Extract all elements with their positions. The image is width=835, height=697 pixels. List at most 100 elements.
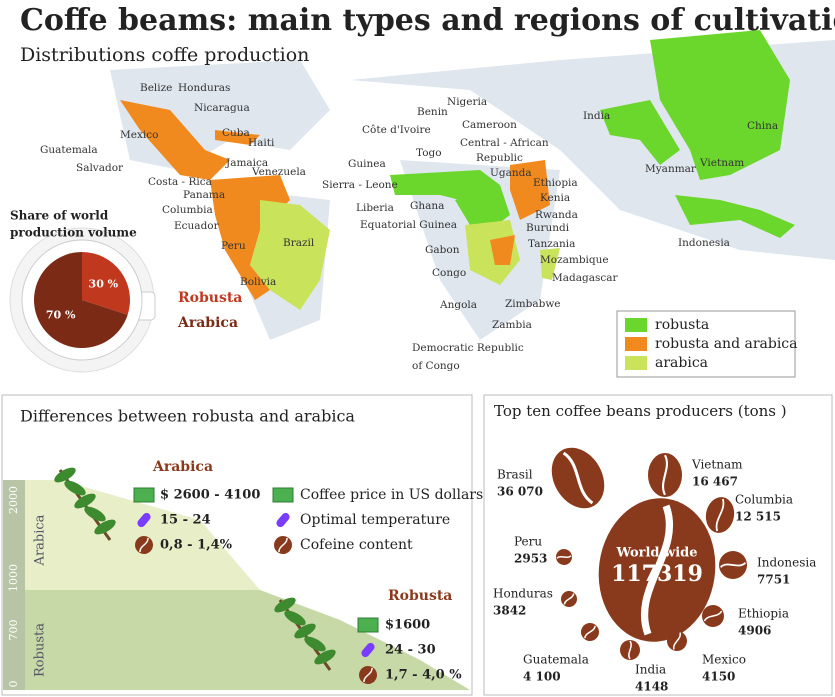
producer-name: Ethiopia [738, 607, 789, 621]
bean-groove [662, 454, 668, 496]
zone-label: Robusta [33, 623, 48, 677]
map-label: Nigeria [447, 96, 487, 108]
thermometer-icon [137, 512, 151, 528]
bean-icon [667, 631, 687, 651]
map-label: Democratic Republic [412, 342, 524, 354]
map-label: Nicaragua [194, 102, 250, 114]
bean-groove [715, 498, 725, 532]
robusta-title: Robusta [388, 588, 452, 604]
producer-name: Vietnam [691, 458, 743, 472]
pie: 30 % Robusta 70 % Arabica [34, 252, 242, 348]
map-label: Sierra - Leone [322, 179, 398, 191]
plant-leaf [64, 480, 86, 496]
money-icon [357, 617, 379, 633]
bean-icon [620, 640, 640, 660]
arabica-temperature: 15 - 24 [160, 513, 211, 528]
bean-icon [648, 453, 682, 497]
bean-icon [551, 447, 605, 509]
bean-groove [640, 504, 674, 636]
altitude-label: 1000 [7, 564, 20, 592]
map-regions [120, 30, 795, 310]
map-label: Peru [221, 240, 246, 252]
robusta-caffeine: 1,7 - 4,0 % [385, 668, 462, 683]
bean-groove [703, 610, 723, 622]
pie-legend-label: Arabica [177, 315, 238, 331]
plant-leaf [274, 597, 296, 613]
map-label: Bolivia [240, 276, 276, 288]
map-label: Cameroon [462, 119, 517, 131]
map-label: Indonesia [678, 237, 730, 249]
map-label: Jamaica [225, 157, 268, 169]
map-label: Equatorial Guinea [360, 219, 457, 231]
bean-icon [274, 536, 292, 554]
map-label: Uganda [490, 167, 532, 179]
bean-icon [719, 551, 747, 579]
bean-groove [673, 632, 681, 650]
map-label: of Congo [412, 360, 460, 372]
producer-value: 4150 [702, 670, 735, 684]
map-label: China [747, 120, 778, 132]
plant-leaf [294, 623, 316, 639]
map-label: Angola [439, 299, 477, 311]
producer-name: India [635, 663, 666, 677]
map-label: Côte d'Ivoire [362, 124, 431, 136]
robusta-price: $1600 [385, 618, 430, 633]
bean-icon [702, 605, 724, 627]
bean-icon [556, 549, 572, 565]
bean-groove [562, 451, 594, 505]
bean-groove [563, 593, 575, 605]
legend-label: robusta and arabica [655, 336, 798, 352]
altitude-robusta [3, 590, 470, 690]
map-label: Guatemala [40, 144, 98, 156]
producer-value: 12 515 [735, 510, 781, 524]
map-label: Congo [432, 267, 466, 279]
money-icon [133, 487, 155, 503]
map-label: Burundi [526, 222, 570, 234]
money-icon [272, 487, 294, 503]
map-label: Ecuador [174, 220, 220, 232]
map-label: Gabon [425, 244, 460, 256]
bean-icon [359, 666, 377, 684]
bean-groove [628, 640, 632, 660]
map-label: Mexico [120, 129, 158, 141]
producers-title: Top ten coffee beans producers (tons ) [494, 402, 787, 420]
differences-legend: Optimal temperature [300, 512, 450, 528]
map-label: Liberia [356, 202, 394, 214]
bean-icon [705, 497, 735, 533]
legend-swatch [625, 318, 647, 332]
map-label: Vietnam [699, 157, 744, 169]
plant-leaf [54, 467, 76, 483]
map-label: Honduras [178, 82, 230, 94]
producer-name: Columbia [735, 493, 793, 507]
producer-name: Brasil [497, 468, 533, 482]
plant-leaf [284, 610, 306, 626]
bean-icon [581, 623, 599, 641]
pie-slice [82, 252, 130, 315]
pie-title: Share of world [10, 209, 109, 223]
thermometer-icon [361, 642, 375, 658]
world-wide-label: World wide [615, 546, 697, 561]
map-label: Venezuela [251, 166, 306, 178]
producer-value: 3842 [493, 604, 526, 618]
bean-icon [561, 591, 577, 607]
map-label: Panama [183, 189, 225, 201]
map-label: Kenia [540, 192, 570, 204]
differences-legend: Coffee price in US dollars [300, 487, 483, 503]
producer-name: Guatemala [523, 653, 589, 667]
map-label: Zambia [492, 319, 532, 331]
map-label: Madagascar [552, 272, 619, 284]
map-label: Guinea [348, 158, 386, 170]
altitude-label: 2000 [7, 486, 20, 514]
map-label: Costa - Rica [148, 176, 212, 188]
map-label: Ethiopia [533, 177, 578, 189]
map-label: Haiti [248, 137, 275, 149]
bean-icon [598, 498, 716, 642]
pie-legend-label: Robusta [178, 290, 242, 306]
map-label: Myanmar [645, 163, 697, 175]
arabica-price: $ 2600 - 4100 [160, 488, 260, 503]
map-label: Tanzania [528, 238, 575, 250]
